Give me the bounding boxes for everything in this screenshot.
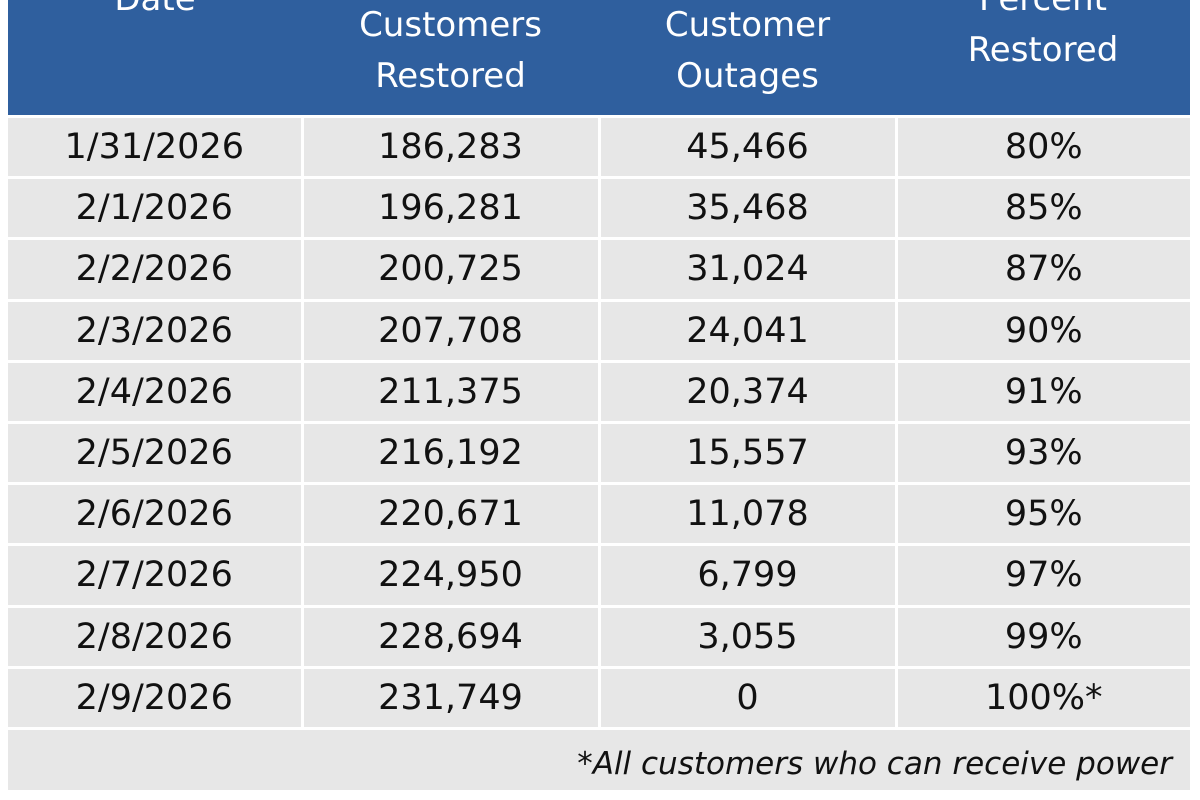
table-cell: 2/9/2026 [8, 668, 301, 727]
table-cell: 228,694 [303, 607, 598, 666]
table-cell: 2/6/2026 [8, 485, 301, 544]
table-cell: 220,671 [303, 485, 598, 544]
table-cell: 45,466 [600, 118, 895, 177]
table-cell: 11,078 [600, 485, 895, 544]
table-cell: 90% [897, 301, 1190, 360]
table-cell: 186,283 [303, 118, 598, 177]
table-cell: 2/1/2026 [8, 179, 301, 238]
table-cell: 3,055 [600, 607, 895, 666]
table-cell: 80% [897, 118, 1190, 177]
header-text: Date [8, 0, 302, 16]
table-cell: 2/3/2026 [8, 301, 301, 360]
table-cell: 85% [897, 179, 1190, 238]
table-cell: 91% [897, 362, 1190, 421]
table-cell: 100%* [897, 668, 1190, 727]
table-cell: 224,950 [303, 546, 598, 605]
header-text: Customers [359, 5, 542, 45]
table-cell: 216,192 [303, 424, 598, 483]
table-cell: 95% [897, 485, 1190, 544]
table-cell: 87% [897, 240, 1190, 299]
table-cell: 2/7/2026 [8, 546, 301, 605]
header-text: Outages [676, 56, 819, 96]
header-text: Customer [664, 5, 831, 45]
table-cell: 196,281 [303, 179, 598, 238]
table-cell: 15,557 [600, 424, 895, 483]
header-band [8, 0, 1190, 115]
table-cell: 231,749 [303, 668, 598, 727]
table-cell: 97% [897, 546, 1190, 605]
table-cell: 93% [897, 424, 1190, 483]
table-cell: 2/2/2026 [8, 240, 301, 299]
header-text: Percent [896, 0, 1190, 16]
table-cell: 2/5/2026 [8, 424, 301, 483]
header-text: Restored [375, 56, 526, 96]
table-cell: 6,799 [600, 546, 895, 605]
table-cell: 2/4/2026 [8, 362, 301, 421]
table-cell: 20,374 [600, 362, 895, 421]
table-cell: 200,725 [303, 240, 598, 299]
table-cell: 1/31/2026 [8, 118, 301, 177]
table-cell: 24,041 [600, 301, 895, 360]
table-cell: 31,024 [600, 240, 895, 299]
table-cell: 0 [600, 668, 895, 727]
table-cell: 207,708 [303, 301, 598, 360]
table-cell: 211,375 [303, 362, 598, 421]
table-cell: 99% [897, 607, 1190, 666]
table-cell: 2/8/2026 [8, 607, 301, 666]
header-text: Restored [967, 30, 1119, 70]
table-cell: 35,468 [600, 179, 895, 238]
footnote: *All customers who can receive power [8, 730, 1190, 790]
